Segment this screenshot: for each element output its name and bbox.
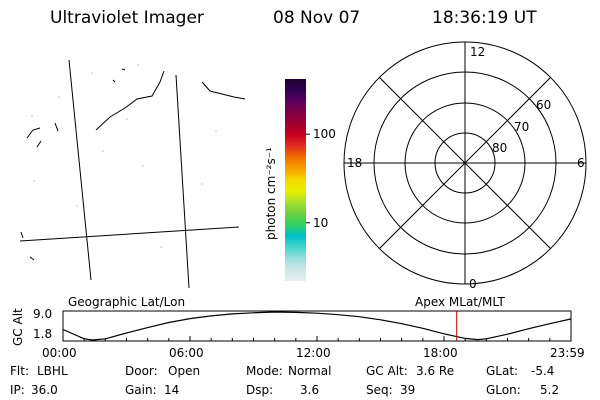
polar-panel-label: Apex MLat/MLT [415,295,505,309]
door-value: Open [168,364,201,378]
geo-longitude-line-east [175,74,190,289]
geo-speckle [31,64,217,248]
colorbar [285,79,306,281]
coastline-7 [29,256,35,261]
mlat-label-80: 80 [492,141,508,155]
altitude-ymin-label: 1.8 [33,327,53,341]
mlt-label-12: 12 [470,45,486,59]
ip-label: IP: [10,383,25,397]
mlt-label-6: 6 [577,156,585,170]
colorbar-tick-label: 10 [313,215,329,230]
coastline-2 [201,81,246,100]
observation-time: 18:36:19 UT [432,8,537,28]
coastline-9 [121,68,126,71]
x-tick-label: 12:00 [296,346,331,360]
mode-value: Normal [288,364,332,378]
colorbar-tick-label: 100 [313,127,336,142]
ip-value: 36.0 [31,383,58,397]
geo-latitude-line [19,226,240,242]
x-tick-label: 18:00 [423,346,458,360]
observation-date: 08 Nov 07 [273,8,361,28]
flt-value: LBHL [37,364,68,378]
colorbar-unit-label: photon cm⁻²s⁻¹ [264,147,278,240]
coastline-5 [36,140,42,148]
coastline-4 [54,122,59,132]
gcalt-label: GC Alt: [366,364,408,378]
mode-label: Mode: [246,364,283,378]
polar-plot [343,41,587,285]
altitude-curve [62,311,571,341]
glat-value: -5.4 [531,364,555,378]
gain-value: 14 [164,383,180,397]
dsp-value: 3.6 [300,383,320,397]
mlt-label-18: 18 [347,156,363,170]
x-tick-label: 00:00 [42,346,77,360]
geo-panel-label: Geographic Lat/Lon [68,295,186,309]
coastline-1 [95,70,165,131]
polar-diagonal-2 [379,77,551,249]
seq-label: Seq: [366,383,393,397]
door-label: Door: [125,364,158,378]
gain-label: Gain: [125,383,157,397]
x-tick-label: 23:59 [550,346,585,360]
coastline-8 [112,79,116,83]
flt-label: Flt: [10,364,29,378]
geo-map [19,59,246,289]
glon-label: GLon: [486,383,521,397]
coastline-6 [20,231,24,239]
mlt-label-0: 0 [469,277,477,291]
geo-longitude-line-west [68,59,92,281]
altitude-ylabel: GC Alt [11,308,25,346]
seq-value: 39 [400,383,416,397]
x-tick-label: 06:00 [169,346,204,360]
instrument-title: Ultraviolet Imager [50,8,204,28]
mlat-label-70: 70 [514,120,530,134]
gcalt-value: 3.6 Re [416,364,455,378]
glon-value: 5.2 [540,383,560,397]
coastline-3 [26,127,41,139]
glat-label: GLat: [486,364,519,378]
altitude-ymax-label: 9.0 [33,307,53,321]
mlat-label-60: 60 [536,98,552,112]
dsp-label: Dsp: [246,383,274,397]
